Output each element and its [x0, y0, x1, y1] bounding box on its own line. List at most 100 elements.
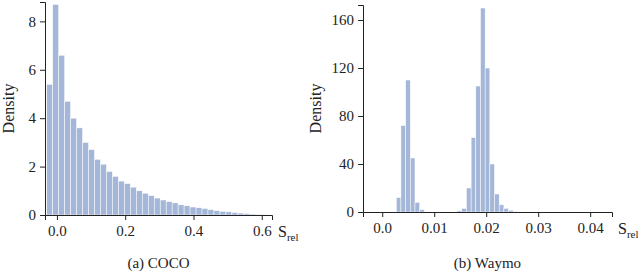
x-axis-line	[364, 213, 613, 218]
y-tick: 8	[29, 14, 46, 30]
x-tick: 0.0	[373, 212, 392, 236]
x-tick-label: 0.2	[116, 223, 135, 239]
y-tick: 160	[332, 12, 364, 28]
histogram-bar	[410, 158, 415, 212]
y-tick-label: 40	[339, 156, 354, 172]
y-tick-label: 0	[347, 204, 355, 220]
y-axis-title: Density	[0, 84, 18, 134]
caption: (a) COCO	[127, 255, 189, 272]
x-tick-mark	[590, 212, 591, 217]
y-axis-title: Density	[307, 84, 325, 134]
histogram-bar	[190, 207, 196, 215]
caption: (b) Waymo	[454, 255, 521, 272]
x-tick-mark	[538, 212, 539, 217]
x-tick-mark	[262, 215, 263, 220]
y-tick-mark	[40, 118, 45, 119]
x-tick-mark	[486, 212, 487, 217]
histogram-bar	[490, 164, 495, 212]
y-axis-line	[358, 6, 364, 213]
histogram-bar	[226, 212, 232, 215]
x-axis-line	[46, 216, 273, 221]
y-tick: 2	[29, 159, 46, 175]
panel: 0.0 0.2 0.4 0.6 0 2 4 6 8 Density Srel (a) COCO	[0, 3, 299, 273]
histogram-bar	[65, 101, 71, 215]
histogram-bar	[178, 205, 184, 215]
y-tick: 4	[29, 110, 46, 126]
y-tick-label: 6	[29, 62, 37, 78]
histogram-bar	[220, 211, 226, 215]
histogram-bar	[148, 196, 154, 215]
x-tick-label: 0.03	[526, 220, 552, 236]
y-tick-mark	[358, 116, 363, 117]
histogram-bar	[396, 198, 401, 212]
y-axis: 0 2 4 6 8	[29, 3, 46, 224]
y-tick-mark	[40, 167, 45, 168]
y-tick: 40	[339, 156, 363, 172]
y-tick: 0	[29, 207, 46, 223]
histogram-bar	[262, 214, 268, 215]
histogram-bar	[448, 212, 453, 213]
histogram-bar	[136, 191, 142, 215]
histogram-bar	[476, 86, 481, 212]
x-tick-label: 0.0	[48, 223, 67, 239]
x-tick-mark	[193, 215, 194, 220]
histogram-bar	[154, 198, 160, 215]
histogram-bar	[471, 138, 476, 212]
x-tick-label: 0.04	[578, 220, 605, 236]
x-tick-mark	[382, 212, 383, 217]
histogram-bar	[429, 212, 434, 213]
y-tick: 6	[29, 62, 46, 78]
y-tick: 0	[347, 204, 364, 220]
x-tick: 0.6	[253, 215, 272, 239]
histogram-bar	[124, 184, 130, 215]
histogram-bar	[401, 126, 406, 212]
x-tick: 0.0	[48, 215, 67, 239]
histogram-bar	[214, 211, 220, 215]
histogram-bar	[83, 142, 89, 215]
histogram-bar	[208, 210, 214, 215]
histogram-bar	[256, 214, 262, 215]
bars	[47, 4, 268, 215]
histogram-bar	[504, 208, 509, 212]
y-tick-label: 80	[339, 108, 354, 124]
histogram-bar	[480, 8, 485, 212]
x-tick-label: 0.01	[422, 220, 448, 236]
histogram-bar	[452, 212, 457, 213]
histogram-bar	[420, 210, 425, 212]
histogram-bar	[94, 159, 100, 215]
histogram-bar	[89, 150, 95, 215]
histogram-bar	[160, 200, 166, 215]
y-tick-mark	[40, 70, 45, 71]
x-tick: 0.4	[185, 215, 204, 239]
x-axis: 0.00.010.020.030.04	[364, 212, 613, 236]
y-tick-label: 120	[332, 60, 355, 76]
x-tick-label: 0.4	[185, 223, 204, 239]
histogram-bar	[466, 188, 471, 212]
histogram-bar	[415, 202, 420, 212]
histogram-bar	[202, 208, 208, 215]
bars	[396, 8, 518, 212]
y-axis: 0 40 80 120 160	[332, 6, 364, 221]
x-axis-title: Srel	[618, 220, 638, 240]
y-tick-label: 4	[29, 110, 37, 126]
histogram-bar	[513, 211, 518, 212]
histogram-bar	[166, 202, 172, 215]
histogram-bar	[250, 214, 256, 215]
histogram-bar	[434, 212, 439, 213]
y-tick-mark	[358, 20, 363, 21]
x-tick: 0.04	[578, 212, 605, 236]
histogram-bar	[509, 210, 514, 212]
histogram-bar	[106, 171, 112, 215]
histogram-bar	[238, 213, 244, 215]
x-axis-title: Srel	[278, 223, 299, 243]
y-tick-mark	[358, 164, 363, 165]
x-tick: 0.03	[526, 212, 552, 236]
y-tick-label: 160	[332, 12, 355, 28]
x-tick-mark	[57, 215, 58, 220]
y-tick-mark	[40, 215, 45, 216]
x-tick-label: 0.6	[253, 223, 272, 239]
y-tick-label: 2	[29, 159, 37, 175]
histogram-bar	[438, 212, 443, 213]
x-tick-mark	[434, 212, 435, 217]
histogram-bar	[406, 80, 411, 212]
